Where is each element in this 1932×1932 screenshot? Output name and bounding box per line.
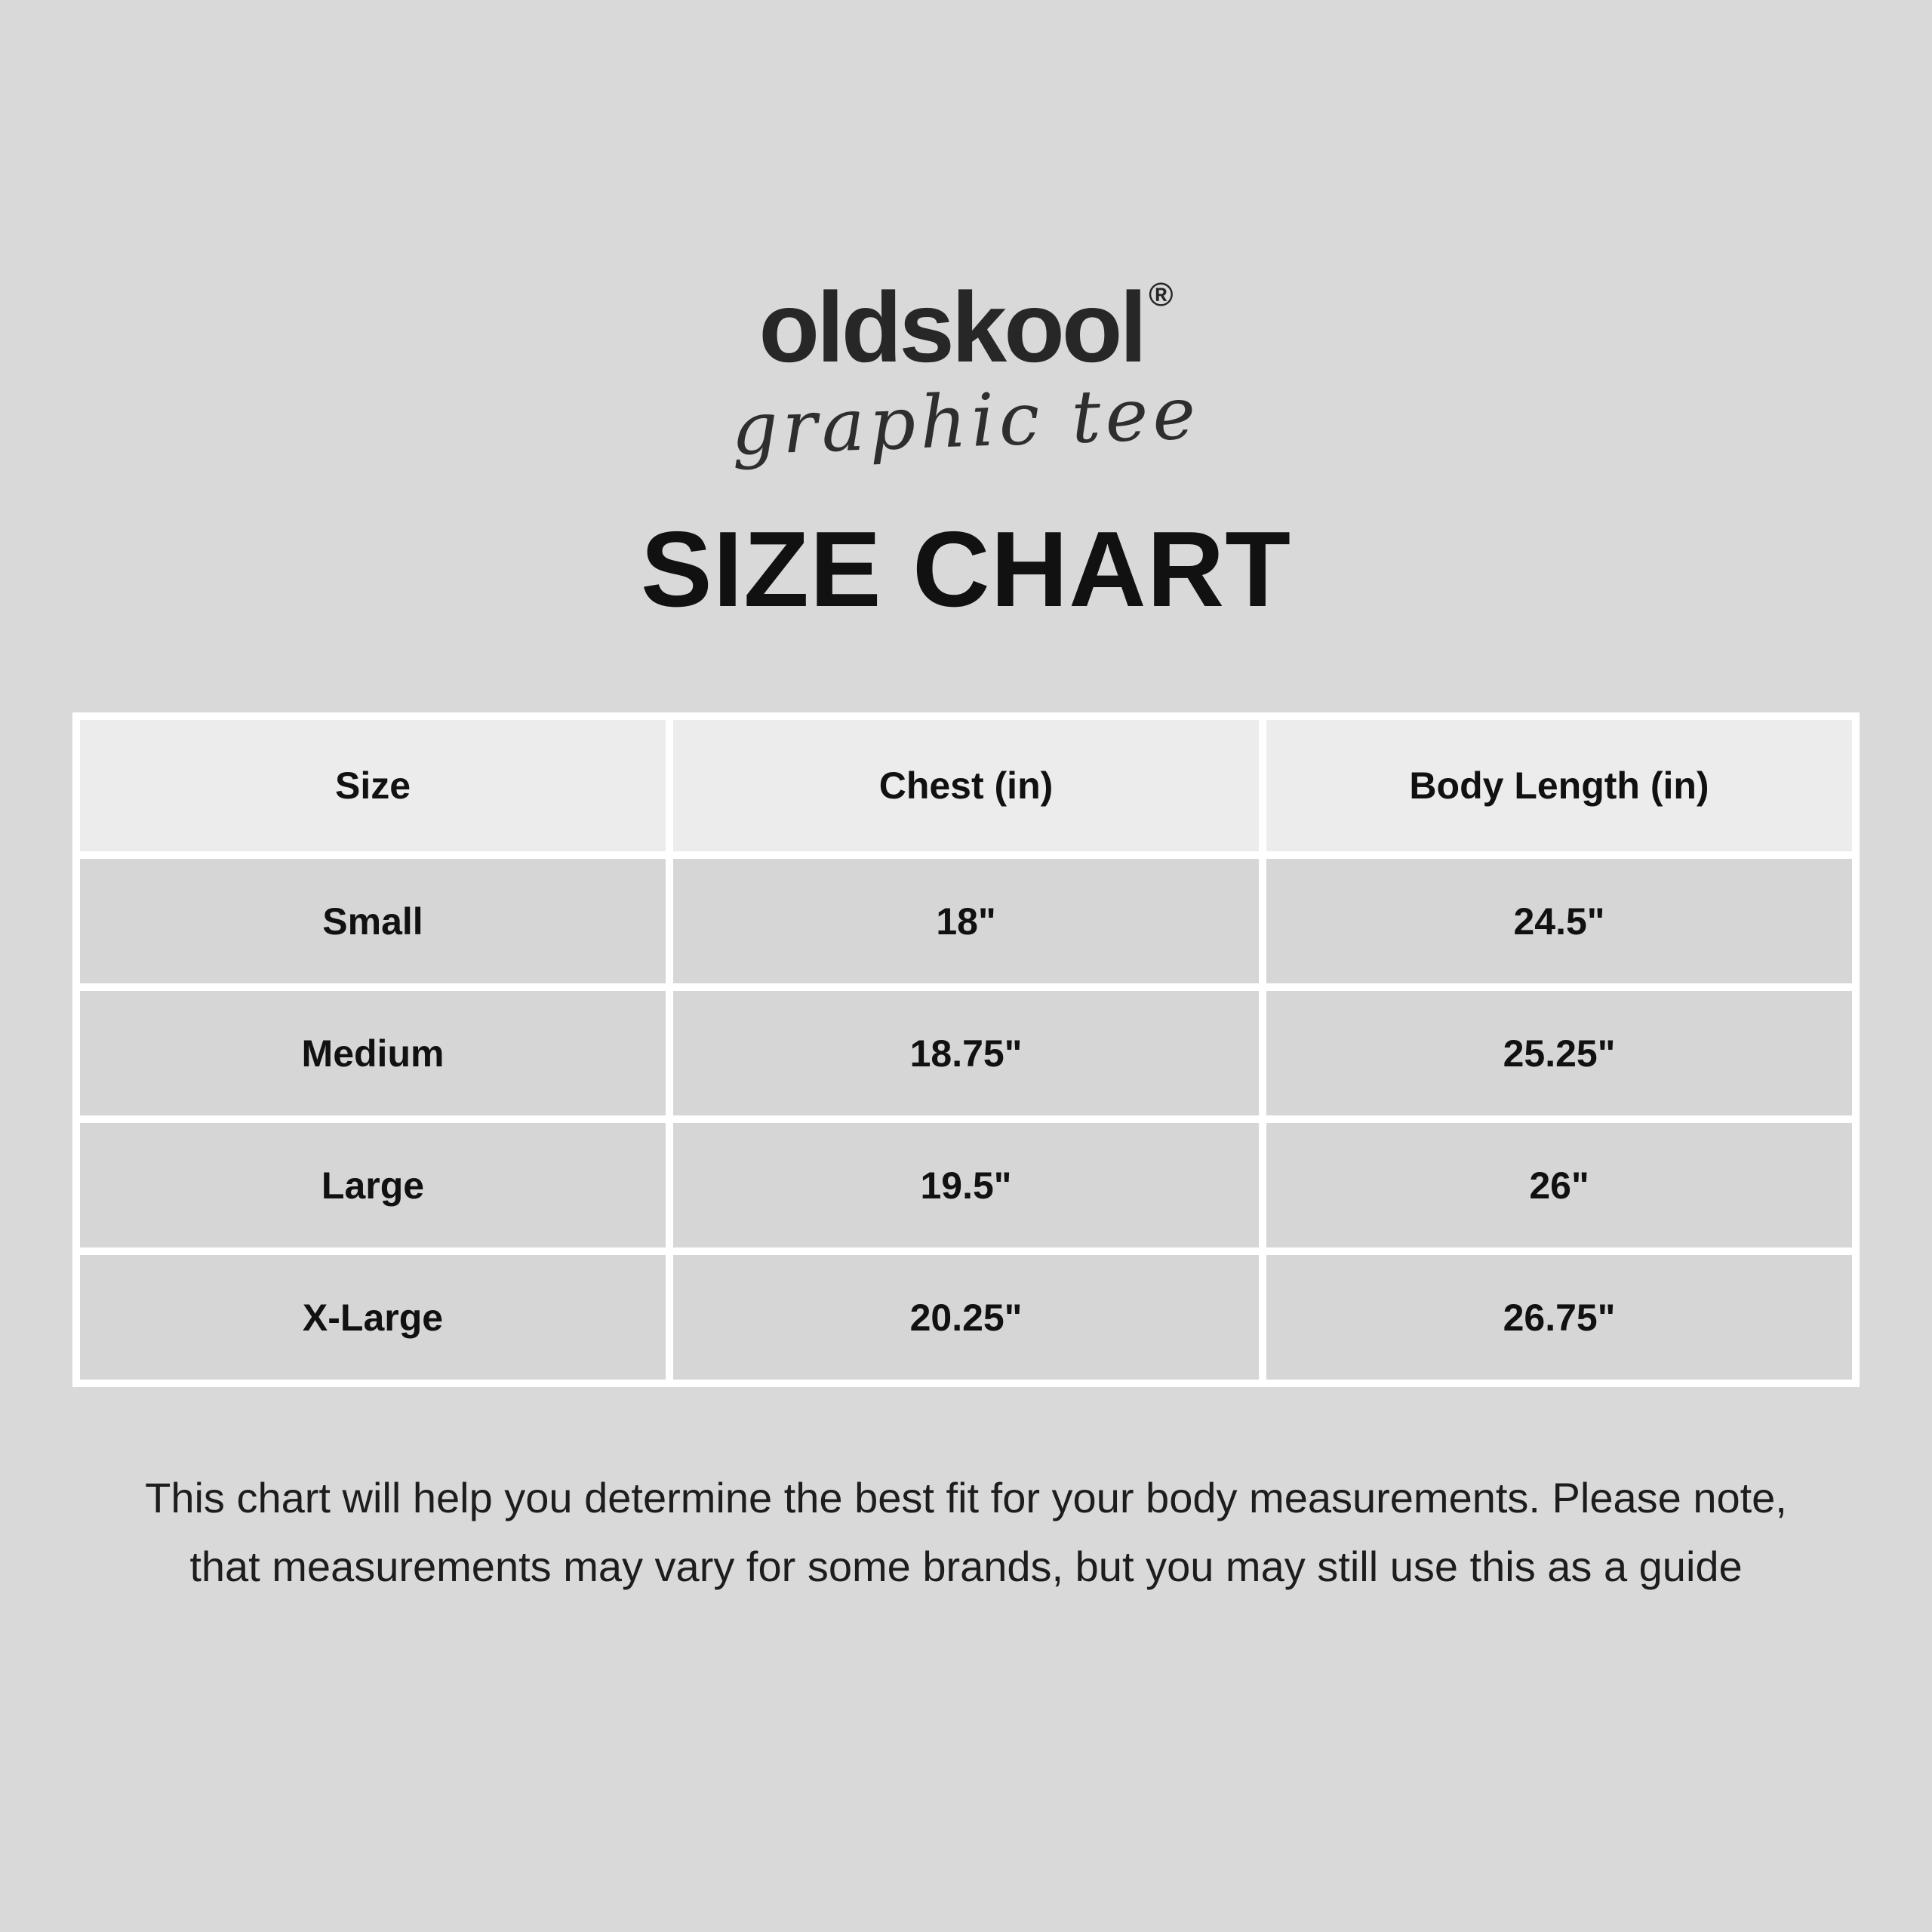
table-row-small: Small 18" 24.5" bbox=[80, 859, 1852, 983]
registered-trademark-icon: ® bbox=[1149, 276, 1174, 313]
table-row-medium: Medium 18.75" 25.25" bbox=[80, 991, 1852, 1115]
brand-wordmark: oldskool ® bbox=[731, 278, 1200, 377]
cell-chest: 20.25" bbox=[673, 1255, 1259, 1380]
cell-chest: 18" bbox=[673, 859, 1259, 983]
footer-note: This chart will help you determine the b… bbox=[145, 1464, 1787, 1601]
cell-chest: 18.75" bbox=[673, 991, 1259, 1115]
footer-note-line2: that measurements may vary for some bran… bbox=[189, 1542, 1743, 1590]
footer-note-line1: This chart will help you determine the b… bbox=[145, 1474, 1787, 1521]
cell-size: Small bbox=[80, 859, 666, 983]
cell-body-length: 26.75" bbox=[1266, 1255, 1852, 1380]
table-row-xlarge: X-Large 20.25" 26.75" bbox=[80, 1255, 1852, 1380]
cell-body-length: 26" bbox=[1266, 1123, 1852, 1247]
header-row: Size Chest (in) Body Length (in) bbox=[80, 720, 1852, 851]
cell-size: X-Large bbox=[80, 1255, 666, 1380]
cell-body-length: 25.25" bbox=[1266, 991, 1852, 1115]
table-header: Size Chest (in) Body Length (in) bbox=[80, 720, 1852, 851]
brand-name: oldskool bbox=[758, 272, 1147, 383]
brand-tagline: graphic tee bbox=[730, 371, 1202, 472]
column-header-chest: Chest (in) bbox=[673, 720, 1259, 851]
cell-body-length: 24.5" bbox=[1266, 859, 1852, 983]
table-row-large: Large 19.5" 26" bbox=[80, 1123, 1852, 1247]
cell-chest: 19.5" bbox=[673, 1123, 1259, 1247]
page-title: SIZE CHART bbox=[641, 509, 1291, 629]
cell-size: Medium bbox=[80, 991, 666, 1115]
column-header-size: Size bbox=[80, 720, 666, 851]
size-chart-table: Size Chest (in) Body Length (in) Small 1… bbox=[72, 712, 1860, 1387]
brand-logo: oldskool ® graphic tee bbox=[731, 278, 1202, 472]
cell-size: Large bbox=[80, 1123, 666, 1247]
column-header-body-length: Body Length (in) bbox=[1266, 720, 1852, 851]
table-body: Small 18" 24.5" Medium 18.75" 25.25" Lar… bbox=[80, 859, 1852, 1380]
